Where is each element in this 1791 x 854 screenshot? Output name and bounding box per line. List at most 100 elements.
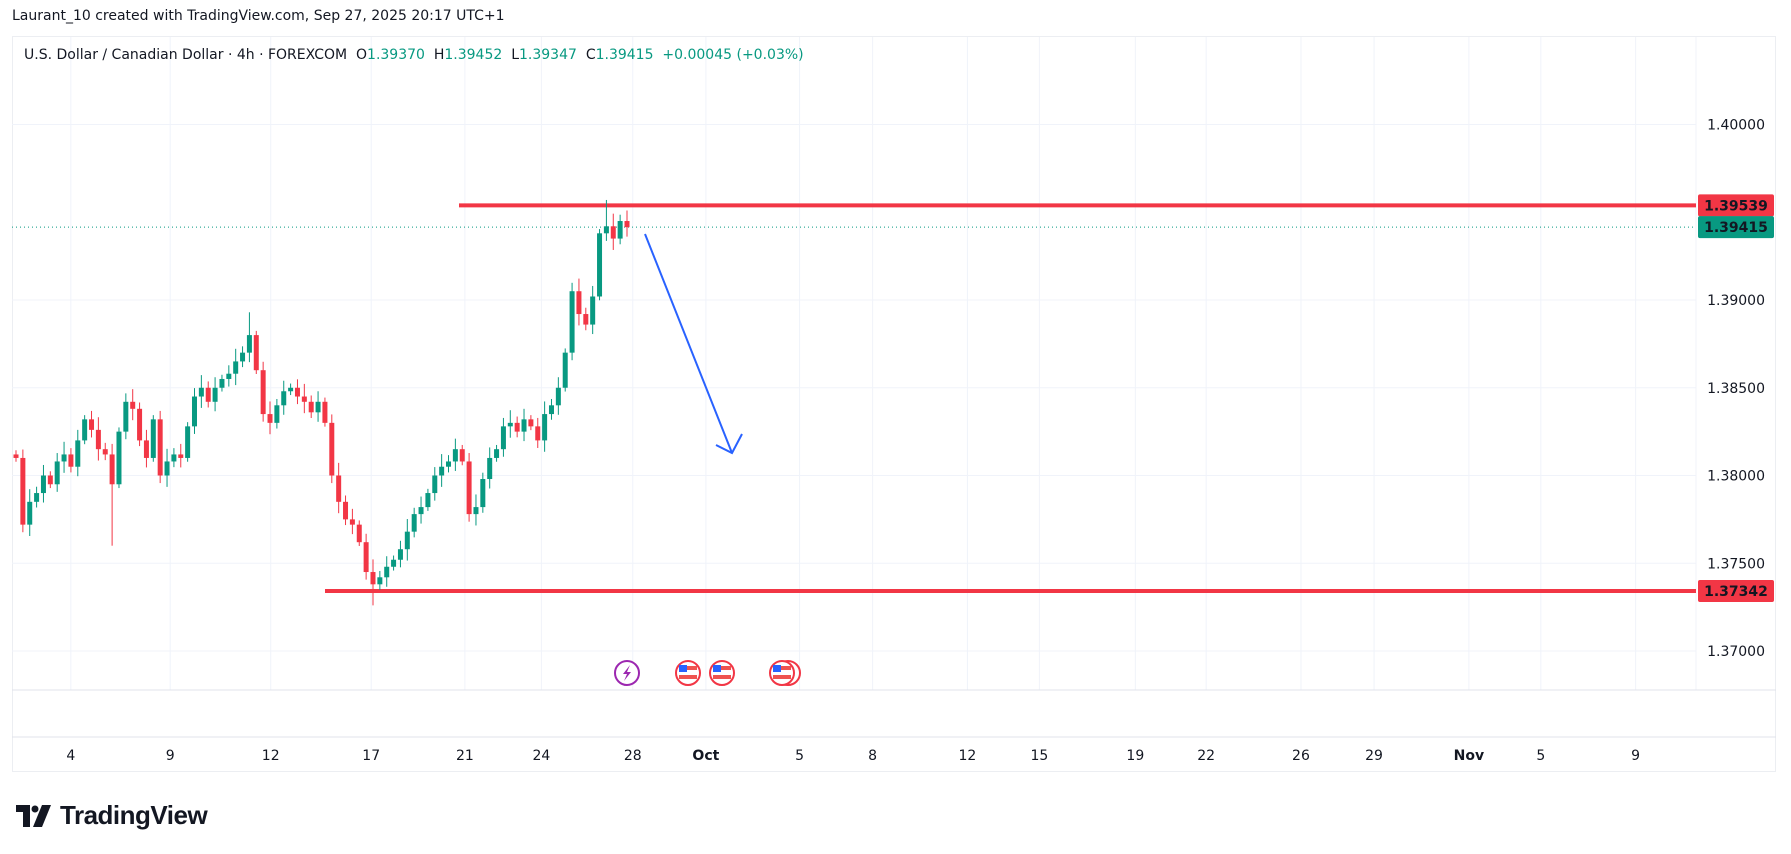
time-tick-label: 19 xyxy=(1126,748,1144,764)
candle-body xyxy=(246,335,252,353)
candle-body xyxy=(452,449,458,462)
bearish-arrow[interactable] xyxy=(644,233,743,455)
candle-body xyxy=(13,454,19,458)
candle-body xyxy=(597,233,603,297)
support-price-tag xyxy=(1698,579,1774,602)
candle-body xyxy=(404,531,410,550)
candle-body xyxy=(82,419,88,441)
candle-body xyxy=(150,419,156,458)
candle-body xyxy=(583,314,589,325)
candle-body xyxy=(315,401,321,413)
price-tick-label: 1.37500 xyxy=(1707,556,1765,572)
candle-body xyxy=(267,414,273,423)
candle-body xyxy=(260,370,266,415)
candle-body xyxy=(555,387,561,406)
time-tick-label: Nov xyxy=(1454,748,1484,764)
candle-body xyxy=(377,577,383,585)
price-labels: 1.39539 1.37342 1.39415 xyxy=(1698,194,1774,602)
candle-body xyxy=(54,461,60,485)
candle-body xyxy=(185,426,191,458)
high-label: H xyxy=(433,47,445,63)
open-label: O xyxy=(356,47,368,63)
chart-frame xyxy=(12,36,1776,772)
candle-body xyxy=(473,507,479,515)
time-tick-label: 5 xyxy=(1536,748,1545,764)
time-tick-label: 8 xyxy=(868,748,877,764)
us-flag-event-icon[interactable] xyxy=(709,660,735,686)
tradingview-logo-icon xyxy=(16,804,51,827)
candle-body xyxy=(548,405,554,415)
time-tick-label: 12 xyxy=(262,748,280,764)
candle-body xyxy=(617,221,623,239)
resistance-price-label: 1.39539 xyxy=(1704,198,1768,214)
candle-body xyxy=(569,291,575,353)
us-flag-event-icon[interactable] xyxy=(675,660,701,686)
candle-body xyxy=(329,422,335,476)
time-tick-label: 26 xyxy=(1292,748,1310,764)
last-price-label: 1.39415 xyxy=(1704,220,1768,236)
candle-body xyxy=(507,422,513,427)
time-tick-label: 29 xyxy=(1365,748,1383,764)
candle-body xyxy=(397,549,403,560)
price-tick-label: 1.38500 xyxy=(1707,381,1765,397)
high-value: 1.39452 xyxy=(444,47,503,63)
change-value: +0.00045 (+0.03%) xyxy=(662,47,804,63)
price-tick-label: 1.39000 xyxy=(1707,293,1765,309)
time-tick-label: 24 xyxy=(532,748,550,764)
candle-body xyxy=(253,335,259,371)
candle-body xyxy=(439,466,445,476)
candle-body xyxy=(240,352,246,362)
candle-body xyxy=(164,461,170,476)
lightning-event-icon[interactable] xyxy=(614,660,640,686)
low-label: L xyxy=(511,47,519,63)
logo-text: TradingView xyxy=(60,800,208,830)
candle-body xyxy=(212,387,218,402)
candle-body xyxy=(191,396,197,427)
candles xyxy=(13,199,630,606)
candle-body xyxy=(47,475,53,485)
close-label: C xyxy=(585,47,596,63)
candle-body xyxy=(391,559,397,567)
candle-body xyxy=(75,440,81,467)
candle-body xyxy=(411,514,417,532)
time-tick-label: 5 xyxy=(795,748,804,764)
candle-body xyxy=(576,291,582,315)
time-tick-label: 17 xyxy=(362,748,380,764)
event-markers xyxy=(614,660,801,686)
candle-body xyxy=(130,401,136,409)
candle-body xyxy=(308,401,314,413)
price-tick-label: 1.40000 xyxy=(1707,118,1765,134)
candle-body xyxy=(294,387,300,397)
candle-body xyxy=(143,440,149,458)
price-tick-label: 1.37000 xyxy=(1707,644,1765,660)
candle-body xyxy=(343,501,349,520)
candle-body xyxy=(603,226,609,234)
candle-body xyxy=(40,475,46,494)
candle-body xyxy=(528,419,534,427)
candle-body xyxy=(425,493,431,508)
resistance-price-tag xyxy=(1698,194,1774,217)
candle-body xyxy=(562,352,568,388)
candle-body xyxy=(219,378,225,388)
us-flag-event-icon[interactable] xyxy=(769,660,801,686)
candle-body xyxy=(521,419,527,432)
candle-body xyxy=(198,387,204,397)
candle-body xyxy=(68,454,74,467)
candle-body xyxy=(363,542,369,573)
candle-body xyxy=(480,479,486,508)
time-tick-label: 22 xyxy=(1197,748,1215,764)
candle-body xyxy=(322,401,328,423)
candle-body xyxy=(205,387,211,402)
candle-body xyxy=(418,507,424,515)
candle-body xyxy=(109,454,115,485)
candle-body xyxy=(466,461,472,515)
candle-body xyxy=(459,449,465,462)
candle-body xyxy=(384,566,390,578)
low-value: 1.39347 xyxy=(519,47,577,63)
open-value: 1.39370 xyxy=(367,47,425,63)
candle-body xyxy=(171,454,177,462)
tradingview-logo[interactable]: TradingView xyxy=(16,800,208,831)
candle-body xyxy=(226,373,232,379)
candle-body xyxy=(178,454,184,458)
